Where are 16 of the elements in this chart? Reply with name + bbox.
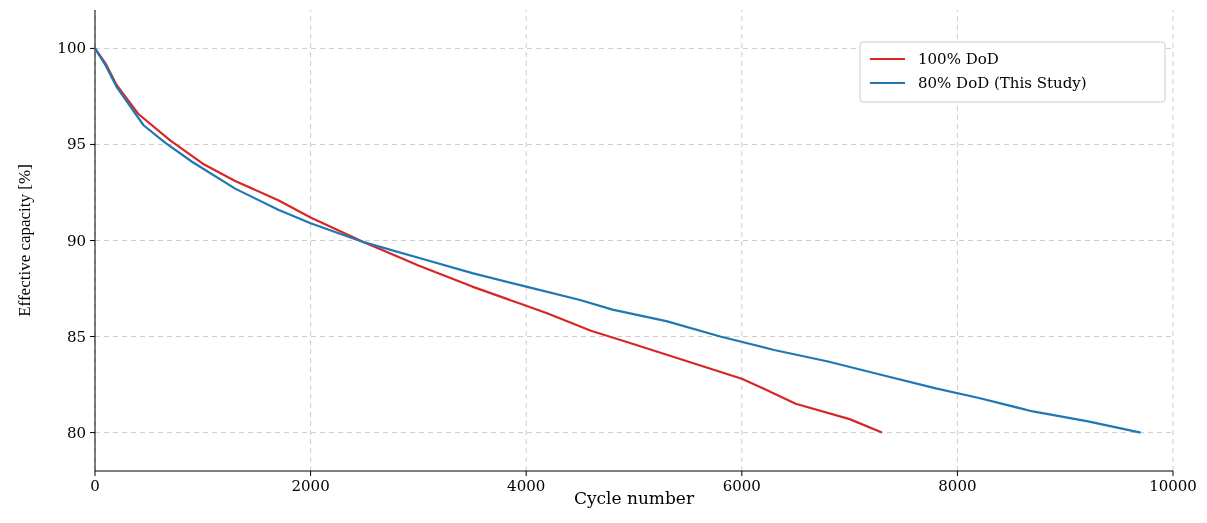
y-tick-label: 100 — [57, 39, 86, 58]
x-tick-label: 10000 — [1149, 477, 1197, 495]
x-tick-label: 0 — [90, 477, 100, 495]
legend-label: 80% DoD (This Study) — [918, 74, 1087, 92]
y-tick-label: 85 — [66, 327, 86, 346]
line-series — [93, 47, 1142, 434]
x-tick-label: 4000 — [507, 477, 546, 495]
y-tick-label: 90 — [66, 231, 86, 250]
x-tick-label: 8000 — [938, 477, 977, 495]
legend-label: 100% DoD — [918, 50, 999, 68]
x-tick-label: 6000 — [722, 477, 761, 495]
y-tick-label: 80 — [66, 423, 86, 442]
y-axis-title: Effective capacity [%] — [15, 164, 34, 317]
x-tick-label: 2000 — [291, 477, 330, 495]
y-tick-label: 95 — [66, 135, 86, 154]
x-axis-title: Cycle number — [573, 488, 695, 508]
